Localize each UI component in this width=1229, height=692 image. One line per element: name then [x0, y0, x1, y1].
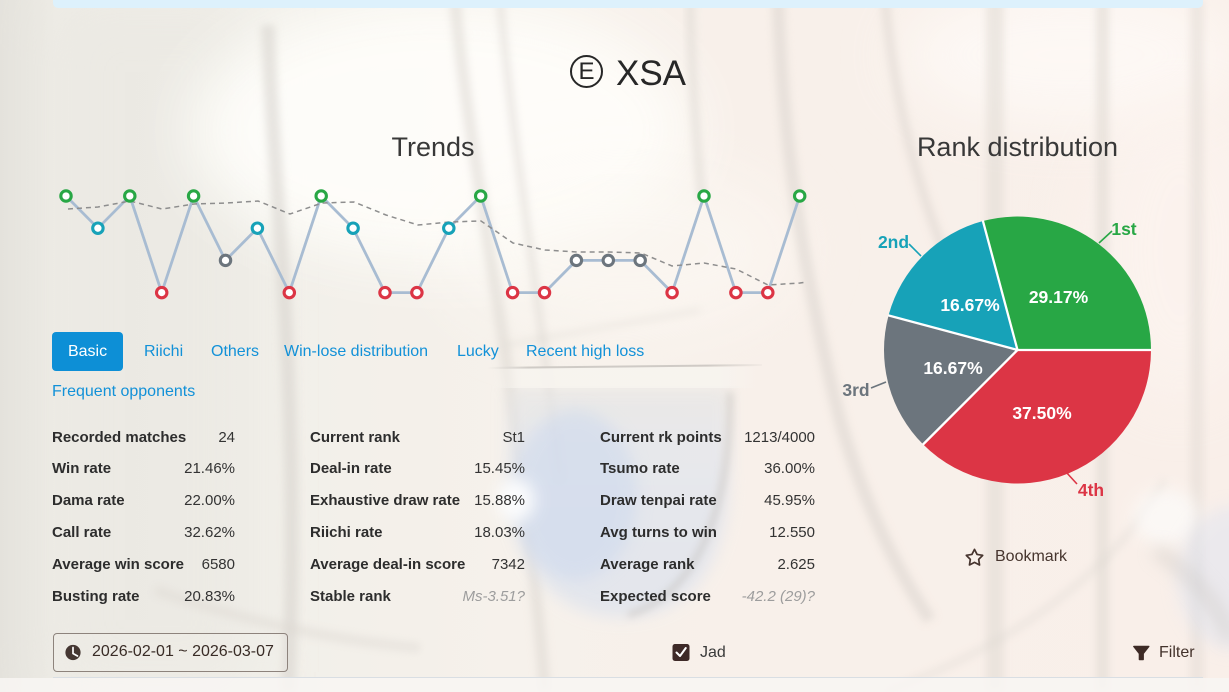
- svg-text:16.67%: 16.67%: [923, 358, 983, 378]
- svg-text:2nd: 2nd: [878, 232, 909, 252]
- svg-text:3rd: 3rd: [842, 380, 869, 400]
- svg-text:29.17%: 29.17%: [1029, 287, 1089, 307]
- svg-text:1st: 1st: [1111, 219, 1136, 239]
- svg-text:16.67%: 16.67%: [940, 295, 1000, 315]
- svg-text:4th: 4th: [1078, 480, 1104, 500]
- svg-text:37.50%: 37.50%: [1012, 403, 1072, 423]
